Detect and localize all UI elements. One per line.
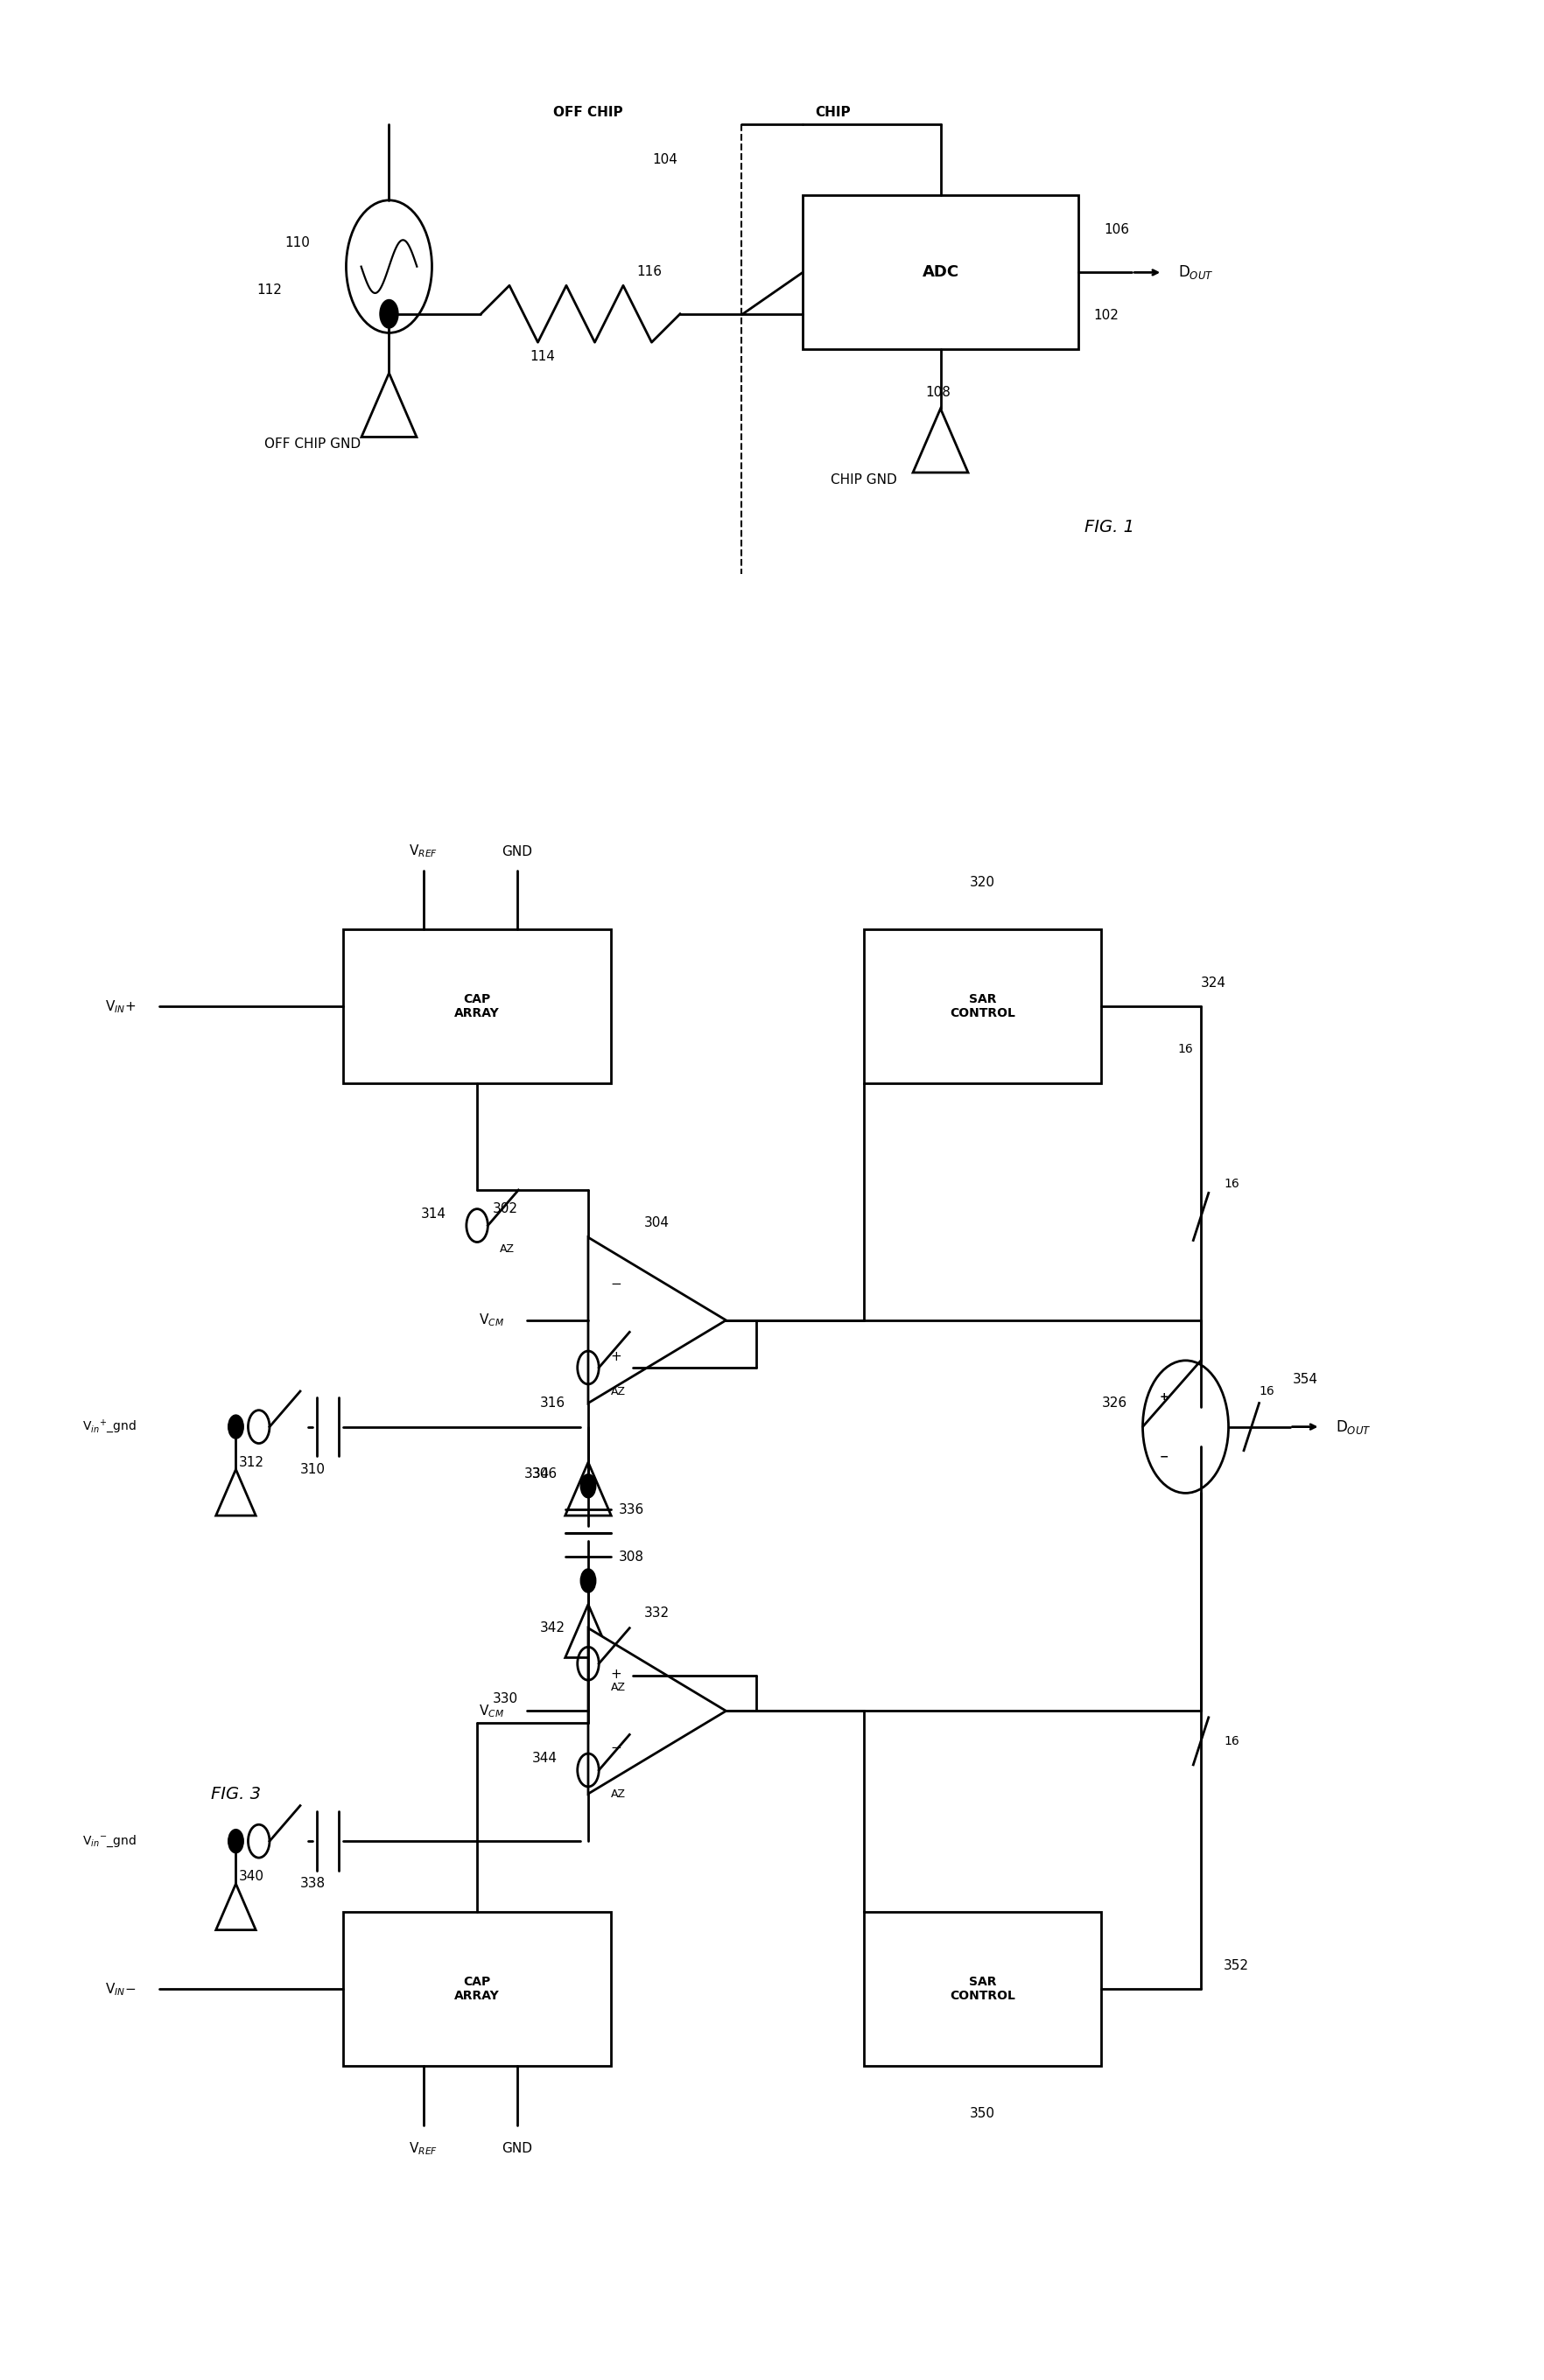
Text: D$_{OUT}$: D$_{OUT}$ <box>1336 1418 1371 1435</box>
Text: 104: 104 <box>652 152 678 167</box>
Text: D$_{OUT}$: D$_{OUT}$ <box>1178 264 1214 281</box>
Text: FIG. 1: FIG. 1 <box>1084 519 1133 536</box>
Text: 302: 302 <box>493 1202 517 1216</box>
Text: 16: 16 <box>1224 1735 1240 1747</box>
Text: 336: 336 <box>619 1504 644 1516</box>
Polygon shape <box>565 1461 611 1516</box>
Text: GND: GND <box>502 845 533 857</box>
Circle shape <box>229 1416 244 1438</box>
Text: V$_{CM}$: V$_{CM}$ <box>479 1702 503 1718</box>
Text: V$_{IN}$+: V$_{IN}$+ <box>105 997 136 1014</box>
Text: −: − <box>1160 1452 1169 1461</box>
Text: 110: 110 <box>284 236 310 250</box>
Text: 354: 354 <box>1292 1373 1317 1385</box>
Text: 342: 342 <box>540 1621 565 1635</box>
Text: AZ: AZ <box>611 1683 625 1692</box>
Text: V$_{IN}$−: V$_{IN}$− <box>105 1980 136 1997</box>
Text: 334: 334 <box>525 1468 550 1480</box>
Text: SAR
CONTROL: SAR CONTROL <box>950 1975 1016 2002</box>
Polygon shape <box>216 1885 256 1930</box>
Text: 16: 16 <box>1258 1385 1274 1397</box>
Bar <box>343 1911 611 2066</box>
Text: OFF CHIP: OFF CHIP <box>553 107 624 119</box>
Text: +: + <box>1160 1392 1169 1402</box>
Text: 114: 114 <box>530 350 554 364</box>
Text: 344: 344 <box>533 1752 557 1766</box>
Text: 306: 306 <box>533 1468 557 1480</box>
Text: AZ: AZ <box>500 1242 516 1254</box>
Circle shape <box>380 300 398 328</box>
Bar <box>803 195 1078 350</box>
Text: −: − <box>610 1278 621 1290</box>
Text: +: + <box>610 1668 621 1680</box>
Polygon shape <box>565 1604 611 1656</box>
Text: AZ: AZ <box>611 1385 625 1397</box>
Polygon shape <box>588 1628 726 1795</box>
Circle shape <box>581 1568 596 1592</box>
Text: 316: 316 <box>540 1397 565 1409</box>
Text: 324: 324 <box>1201 976 1226 990</box>
Polygon shape <box>216 1468 256 1516</box>
Text: CHIP: CHIP <box>815 107 851 119</box>
Text: 326: 326 <box>1102 1397 1127 1409</box>
Text: SAR
CONTROL: SAR CONTROL <box>950 992 1016 1019</box>
Text: 330: 330 <box>493 1692 517 1706</box>
Text: CHIP GND: CHIP GND <box>831 474 897 486</box>
Text: 112: 112 <box>256 283 283 298</box>
Text: CAP
ARRAY: CAP ARRAY <box>454 1975 500 2002</box>
Text: −: − <box>610 1740 621 1754</box>
Text: 310: 310 <box>300 1464 326 1476</box>
Text: V$_{REF}$: V$_{REF}$ <box>409 843 438 859</box>
Text: 108: 108 <box>925 386 951 397</box>
Circle shape <box>229 1830 244 1854</box>
Text: 320: 320 <box>970 876 996 888</box>
Text: 332: 332 <box>644 1607 670 1621</box>
Text: V$_{in}$$^{-}$_gnd: V$_{in}$$^{-}$_gnd <box>83 1833 137 1849</box>
Polygon shape <box>361 374 417 438</box>
Text: V$_{REF}$: V$_{REF}$ <box>409 2140 438 2156</box>
Text: 314: 314 <box>422 1207 446 1221</box>
Text: 16: 16 <box>1224 1178 1240 1190</box>
Text: CAP
ARRAY: CAP ARRAY <box>454 992 500 1019</box>
Text: FIG. 3: FIG. 3 <box>212 1785 261 1802</box>
Text: +: + <box>610 1349 621 1364</box>
Text: 16: 16 <box>1178 1042 1194 1054</box>
Text: 102: 102 <box>1093 309 1119 321</box>
Polygon shape <box>588 1238 726 1404</box>
Bar <box>343 931 611 1083</box>
Text: AZ: AZ <box>611 1787 625 1799</box>
Text: ADC: ADC <box>922 264 959 281</box>
Text: 116: 116 <box>636 264 662 278</box>
Polygon shape <box>913 409 968 474</box>
Text: 340: 340 <box>238 1871 264 1883</box>
Text: 308: 308 <box>619 1549 644 1564</box>
Circle shape <box>581 1473 596 1497</box>
Text: 350: 350 <box>970 2106 996 2121</box>
Bar <box>865 1911 1101 2066</box>
Text: V$_{CM}$: V$_{CM}$ <box>479 1311 503 1328</box>
Text: OFF CHIP GND: OFF CHIP GND <box>264 438 361 450</box>
Text: 106: 106 <box>1104 224 1129 236</box>
Text: 304: 304 <box>644 1216 670 1228</box>
Text: V$_{in}$$^{+}$_gnd: V$_{in}$$^{+}$_gnd <box>83 1418 137 1435</box>
Bar <box>865 931 1101 1083</box>
Text: 312: 312 <box>238 1457 264 1468</box>
Text: 352: 352 <box>1224 1959 1249 1973</box>
Text: GND: GND <box>502 2142 533 2156</box>
Text: 338: 338 <box>300 1878 326 1890</box>
